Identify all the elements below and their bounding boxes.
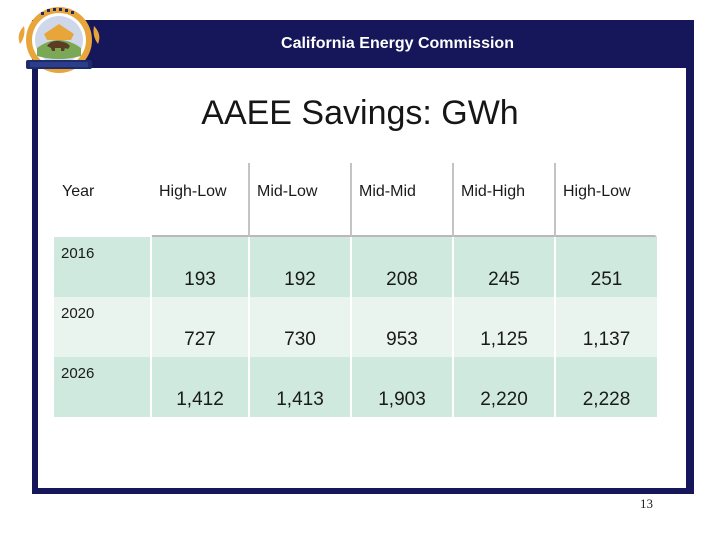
value-cell: 1,903 (352, 357, 454, 417)
value-cell: 2,220 (454, 357, 556, 417)
header-title: California Energy Commission (281, 35, 514, 52)
table-row: 2020 727 730 953 1,125 1,137 (54, 297, 657, 357)
table-row: 2016 193 192 208 245 251 (54, 237, 657, 297)
value-cell: 727 (152, 297, 250, 357)
value-cell: 192 (250, 237, 352, 297)
value-cell: 1,137 (556, 297, 657, 357)
slide-title: AAEE Savings: GWh (201, 94, 519, 132)
cec-seal-icon (18, 7, 100, 73)
year-cell: 2020 (54, 297, 152, 357)
value-cell: 2,228 (556, 357, 657, 417)
savings-table: Year High-Low Mid-Low Mid-Mid Mid-High H… (54, 163, 657, 417)
column-header: Mid-Low (250, 163, 352, 237)
year-cell: 2026 (54, 357, 152, 417)
value-cell: 208 (352, 237, 454, 297)
column-header: Year (54, 163, 152, 237)
value-cell: 193 (152, 237, 250, 297)
table-header-row: Year High-Low Mid-Low Mid-Mid Mid-High H… (54, 163, 657, 237)
column-header: High-Low (556, 163, 657, 237)
value-cell: 1,412 (152, 357, 250, 417)
column-header: Mid-Mid (352, 163, 454, 237)
year-cell: 2016 (54, 237, 152, 297)
value-cell: 953 (352, 297, 454, 357)
column-header: High-Low (152, 163, 250, 237)
value-cell: 251 (556, 237, 657, 297)
table-row: 2026 1,412 1,413 1,903 2,220 2,228 (54, 357, 657, 417)
header-bar (103, 22, 692, 66)
value-cell: 730 (250, 297, 352, 357)
value-cell: 1,125 (454, 297, 556, 357)
value-cell: 1,413 (250, 357, 352, 417)
value-cell: 245 (454, 237, 556, 297)
column-header: Mid-High (454, 163, 556, 237)
page-number: 13 (640, 496, 653, 511)
